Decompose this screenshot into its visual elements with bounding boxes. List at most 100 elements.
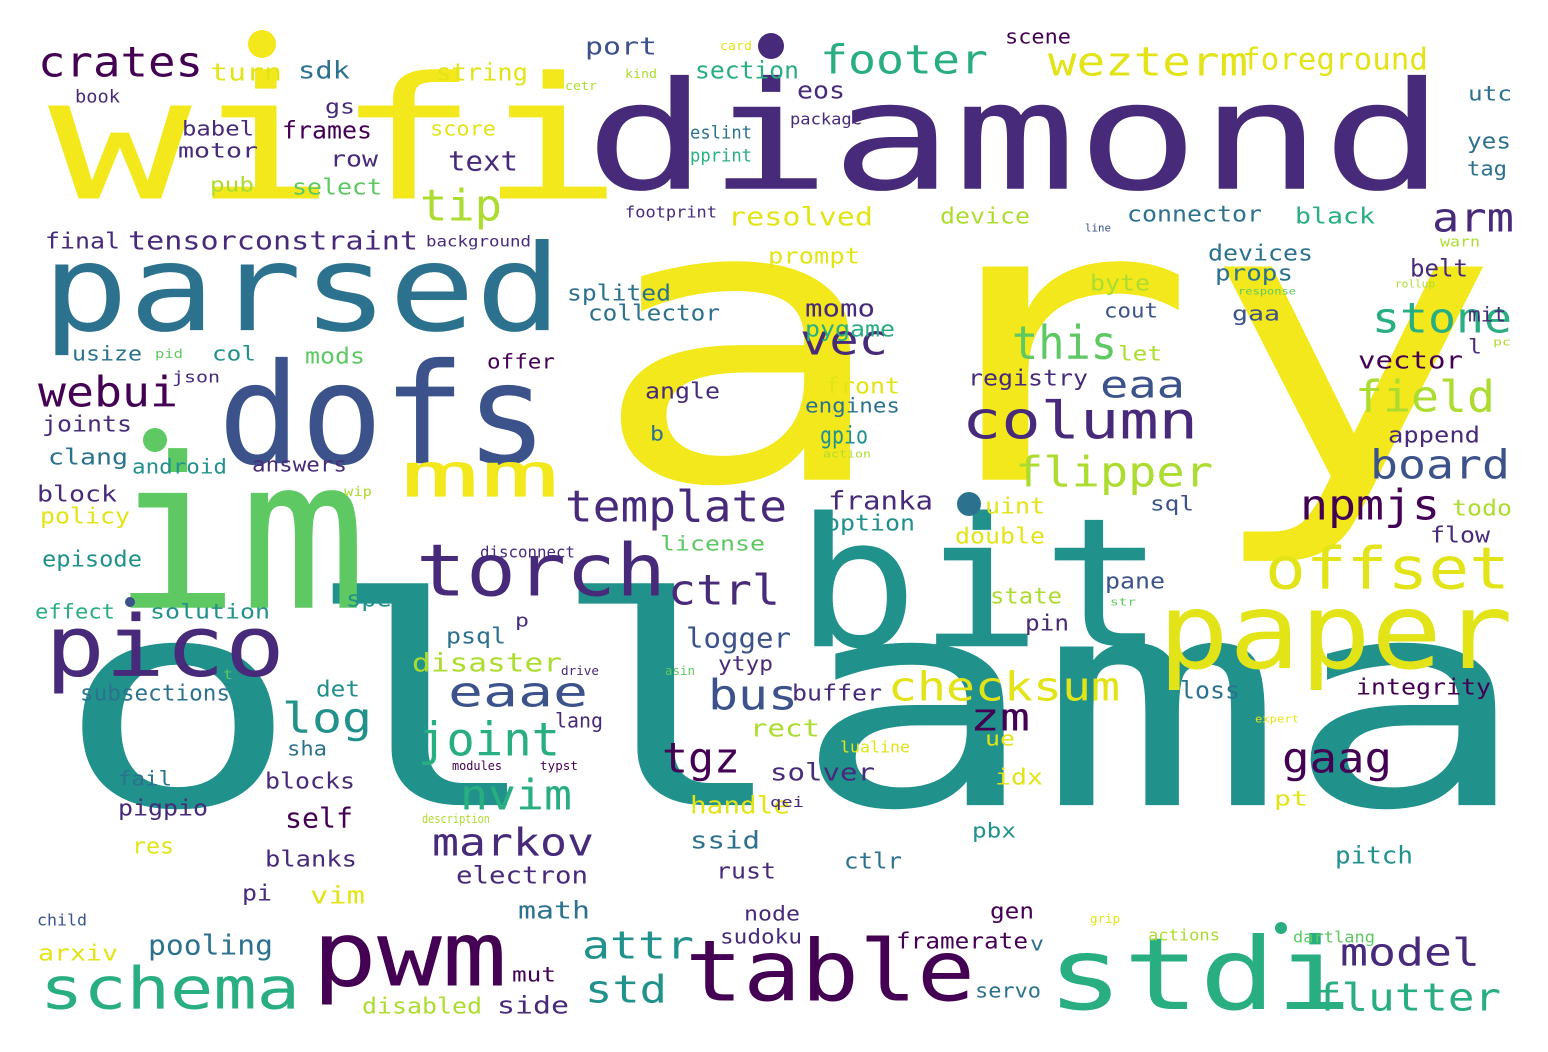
word-let: let <box>1118 342 1162 367</box>
word-this: this <box>1012 315 1117 371</box>
word-log: log <box>282 694 372 744</box>
word-field: field <box>1355 370 1495 423</box>
word-disabled: disabled <box>362 992 482 1020</box>
word-ctlr: ctlr <box>844 847 902 875</box>
word-belt: belt <box>1410 255 1468 284</box>
word-blocks: blocks <box>265 767 355 795</box>
word-mit: mit <box>1468 303 1506 328</box>
word-final: final <box>45 227 120 255</box>
word-wezterm: wezterm <box>1048 38 1248 86</box>
word-pin: pin <box>1025 609 1069 637</box>
word-turn: turn <box>210 59 282 88</box>
word-eaae: eaae <box>448 668 588 718</box>
word-license: license <box>660 532 765 557</box>
word-pi: pi <box>242 879 272 907</box>
word-t: t <box>223 666 233 683</box>
word-nvim: nvim <box>460 771 572 821</box>
word-blanks: blanks <box>265 845 357 873</box>
word-port: port <box>585 33 657 62</box>
word-string: string <box>436 59 528 88</box>
word-arxiv: arxiv <box>38 939 118 967</box>
word-utc: utc <box>1468 82 1512 107</box>
word-servo: servo <box>975 979 1041 1004</box>
word-flipper: flipper <box>1015 448 1213 498</box>
word-col: col <box>212 342 256 367</box>
word-checksum: checksum <box>888 663 1120 711</box>
word-flutter: flutter <box>1315 976 1501 1021</box>
word-res: res <box>132 832 174 860</box>
word-book: book <box>75 85 120 108</box>
dot-purple-top <box>758 33 784 59</box>
word-pprint: pprint <box>690 144 752 167</box>
word-mods: mods <box>305 342 365 370</box>
word-handle: handle <box>690 792 790 821</box>
word-babel: babel <box>182 117 254 142</box>
word-gpio: gpio <box>820 422 868 451</box>
word-integrity: integrity <box>1356 673 1491 701</box>
dot-green-left <box>143 428 167 452</box>
word-device: device <box>940 202 1030 230</box>
word-ary: ary <box>588 118 1503 572</box>
word-warn: warn <box>1440 233 1480 251</box>
word-registry: registry <box>968 364 1088 392</box>
word-modules: modules <box>452 758 502 774</box>
word-byte: byte <box>1090 269 1150 297</box>
word-action: action <box>823 448 871 461</box>
word-pbx: pbx <box>972 819 1016 844</box>
word-paper: paper <box>1158 570 1513 694</box>
word-typst: typst <box>540 758 578 774</box>
word-column: column <box>962 390 1198 452</box>
word-scene: scene <box>1005 25 1071 50</box>
word-buffer: buffer <box>792 679 882 707</box>
word-idx: idx <box>995 763 1043 791</box>
word-fail: fail <box>118 767 172 792</box>
word-answers: answers <box>252 453 347 478</box>
word-crates: crates <box>38 38 203 88</box>
word-parsed: parsed <box>42 219 562 360</box>
word-loss: loss <box>1180 677 1240 706</box>
word-card: card <box>720 38 752 54</box>
word-str: str <box>1110 596 1136 609</box>
word-table: table <box>685 922 975 1022</box>
word-offset: offset <box>1265 534 1510 603</box>
word-arm: arm <box>1432 194 1514 242</box>
word-webui: webui <box>38 368 178 418</box>
dot-green-bottom <box>1275 922 1287 934</box>
word-lualine: lualine <box>840 738 910 758</box>
word-prompt: prompt <box>768 242 860 270</box>
word-collector: collector <box>588 299 720 327</box>
word-npmjs: npmjs <box>1300 481 1440 531</box>
word-score: score <box>430 117 496 142</box>
dot-teal-mid <box>957 492 981 516</box>
word-props: props <box>1215 259 1293 287</box>
word-front: front <box>825 372 900 400</box>
word-math: math <box>518 897 590 926</box>
word-stdi: stdi <box>1047 916 1352 1033</box>
word-rect: rect <box>750 715 820 744</box>
word-framerate: framerate <box>896 927 1028 955</box>
word-wifi: wifi <box>48 40 623 239</box>
word-zm: zm <box>970 696 1030 741</box>
word-cout: cout <box>1104 299 1158 324</box>
word-android: android <box>132 455 227 480</box>
word-effect: effect <box>35 600 115 625</box>
word-vector: vector <box>1358 347 1463 376</box>
word-foreground: foreground <box>1242 41 1428 78</box>
word-sql: sql <box>1150 492 1194 517</box>
word-eaa: eaa <box>1100 364 1185 408</box>
word-option: option <box>825 509 915 537</box>
word-schema: schema <box>40 954 300 1023</box>
word-ollama: ollama <box>55 535 1530 874</box>
word-logger: logger <box>686 622 791 656</box>
word-pid: pid <box>155 346 183 362</box>
word-board: board <box>1370 441 1510 489</box>
word-double: double <box>955 522 1045 550</box>
word-background: background <box>426 233 531 252</box>
word-det: det <box>316 675 360 703</box>
word-block: block <box>37 480 117 508</box>
word-template: template <box>565 480 787 533</box>
word-flow: flow <box>1430 521 1490 549</box>
word-b: b <box>650 422 664 447</box>
word-pitch: pitch <box>1335 842 1413 871</box>
